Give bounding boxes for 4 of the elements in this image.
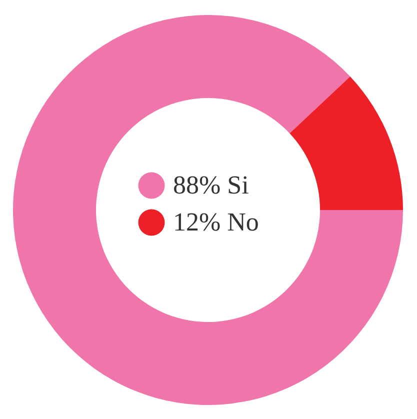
donut-slice [13, 15, 403, 405]
legend-label: 12% No [173, 208, 259, 236]
donut-slice [290, 76, 403, 210]
legend-label: 88% Si [173, 170, 249, 200]
